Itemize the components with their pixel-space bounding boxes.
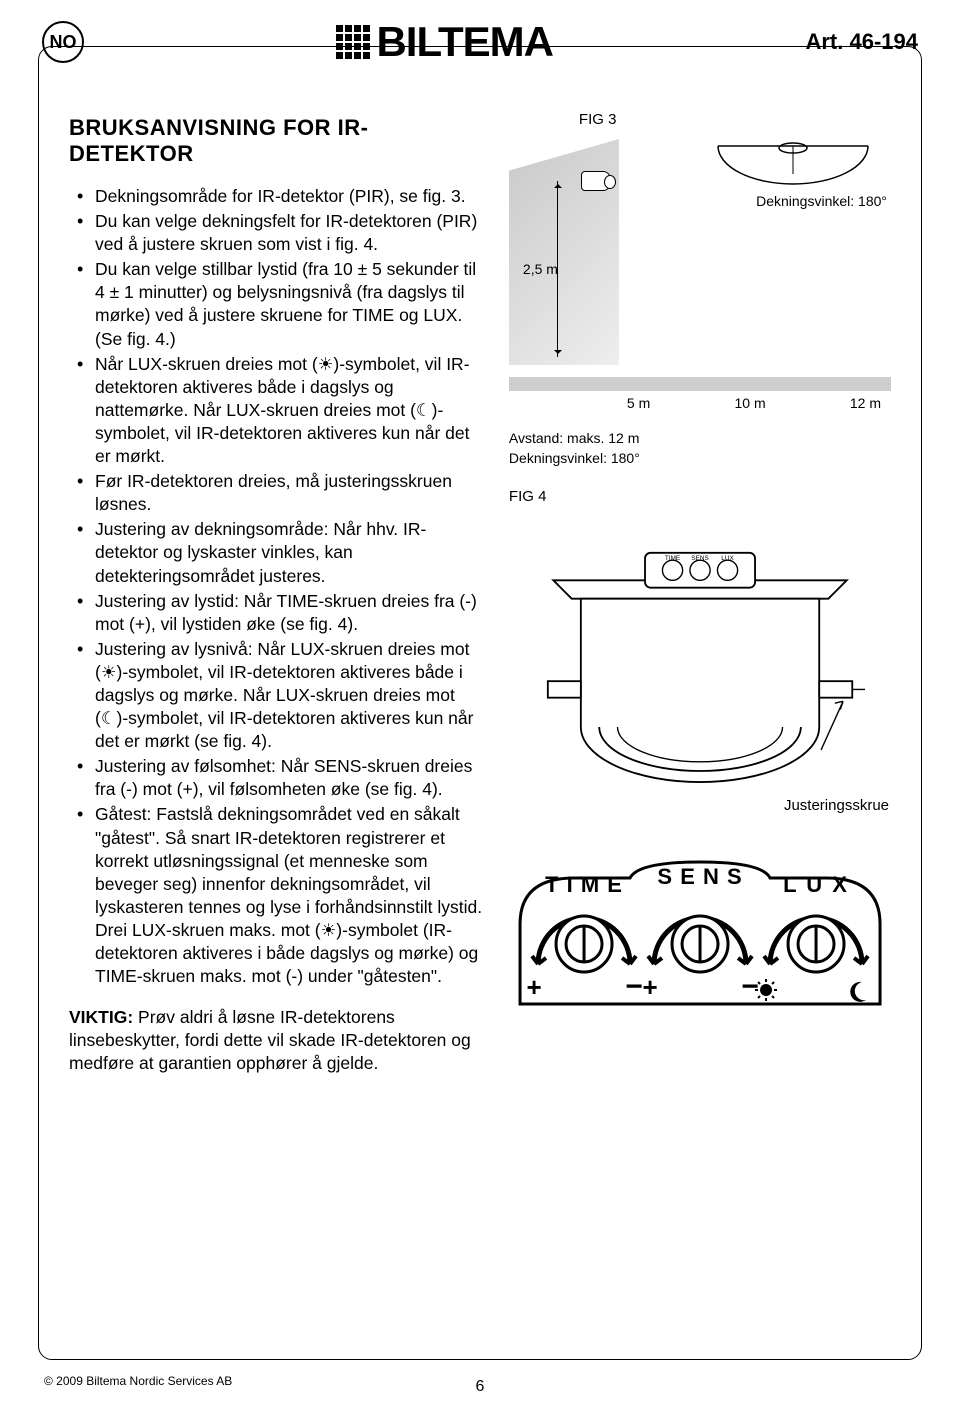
- distance-10m: 10 m: [735, 395, 766, 411]
- ground-shape: [509, 377, 891, 391]
- page-frame: BRUKSANVISNING FOR IR-DETEKTOR Dekningso…: [38, 46, 922, 1360]
- important-note: VIKTIG: Prøv aldri å løsne IR-detektoren…: [69, 1006, 483, 1075]
- distance-5m: 5 m: [627, 395, 650, 411]
- adjustment-screw-label: Justeringsskrue: [784, 797, 889, 814]
- svg-text:L U X: L U X: [783, 872, 849, 897]
- svg-text:SENS: SENS: [691, 555, 708, 562]
- distance-12m: 12 m: [850, 395, 881, 411]
- svg-text:LUX: LUX: [721, 555, 734, 562]
- sensor-icon: [581, 171, 611, 191]
- right-column: FIG 3 2,5 m 5 m 10 m 12 m: [509, 115, 891, 1075]
- angle-label-top: Dekningsvinkel: 180°: [756, 193, 887, 209]
- list-item: Du kan velge stillbar lystid (fra 10 ± 5…: [83, 258, 483, 350]
- list-item: Justering av følsomhet: Når SENS-skruen …: [83, 755, 483, 801]
- list-item: Justering av dekningsområde: Når hhv. IR…: [83, 518, 483, 587]
- figure-4: FIG 4 TIME SENS LUX: [509, 494, 891, 834]
- copyright: © 2009 Biltema Nordic Services AB: [44, 1374, 232, 1388]
- svg-text:+: +: [526, 972, 541, 1002]
- page-number: 6: [476, 1378, 485, 1396]
- figure-3: FIG 3 2,5 m 5 m 10 m 12 m: [509, 121, 891, 401]
- list-item: Før IR-detektoren dreies, må justeringss…: [83, 470, 483, 516]
- svg-text:TIME: TIME: [665, 555, 680, 562]
- svg-text:T I M E: T I M E: [545, 872, 623, 897]
- left-column: BRUKSANVISNING FOR IR-DETEKTOR Dekningso…: [69, 115, 483, 1075]
- lamp-diagram: TIME SENS LUX: [535, 532, 865, 812]
- svg-text:−: −: [741, 970, 759, 1003]
- list-item: Gåtest: Fastslå dekningsområdet ved en s…: [83, 803, 483, 988]
- svg-text:−: −: [625, 970, 643, 1003]
- list-item: Du kan velge dekningsfelt for IR-detekto…: [83, 210, 483, 256]
- fig3-caption: Avstand: maks. 12 m Dekningsvinkel: 180°: [509, 429, 891, 468]
- list-item: Justering av lystid: Når TIME-skruen dre…: [83, 590, 483, 636]
- list-item: Når LUX-skruen dreies mot (☀)-symbolet, …: [83, 353, 483, 468]
- bullet-list: Dekningsområde for IR-detektor (PIR), se…: [83, 185, 483, 988]
- caption-angle: Dekningsvinkel: 180°: [509, 449, 891, 469]
- distance-labels: 5 m 10 m 12 m: [627, 395, 891, 411]
- coverage-arc-icon: [713, 141, 873, 187]
- knobs-diagram: T I M E + − S E N S: [509, 844, 891, 1024]
- list-item: Dekningsområde for IR-detektor (PIR), se…: [83, 185, 483, 208]
- svg-text:S E N S: S E N S: [657, 864, 742, 889]
- important-label: VIKTIG:: [69, 1007, 133, 1027]
- fig4-label: FIG 4: [509, 488, 547, 505]
- caption-distance: Avstand: maks. 12 m: [509, 429, 891, 449]
- list-item: Justering av lysnivå: Når LUX-skruen dre…: [83, 638, 483, 753]
- fig3-label: FIG 3: [579, 111, 617, 128]
- svg-text:+: +: [642, 972, 657, 1002]
- height-label: 2,5 m: [523, 261, 558, 277]
- page-title: BRUKSANVISNING FOR IR-DETEKTOR: [69, 115, 483, 167]
